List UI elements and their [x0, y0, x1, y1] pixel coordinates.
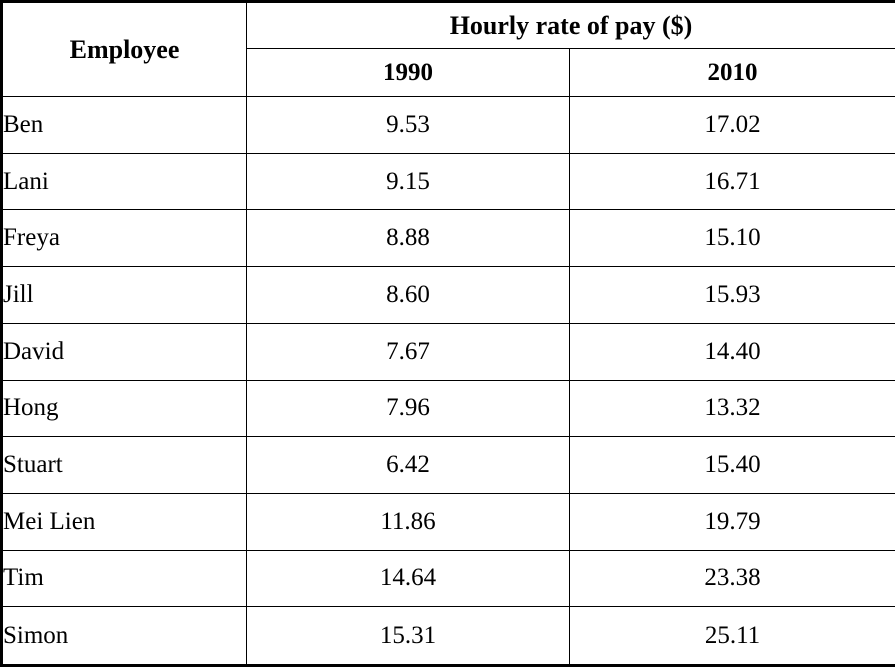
- rate-1990-cell: 6.42: [246, 436, 570, 494]
- employee-cell: Freya: [1, 209, 247, 268]
- table-row: Stuart 6.42 15.40: [1, 436, 895, 494]
- year-1990-column-header: 1990: [246, 48, 570, 97]
- rate-1990-cell: 8.88: [246, 209, 570, 268]
- table-header: Employee Hourly rate of pay ($) 1990 201…: [1, 1, 895, 97]
- rate-2010-cell: 16.71: [569, 152, 895, 211]
- table-row: David 7.67 14.40: [1, 322, 895, 381]
- rate-2010-cell: 17.02: [569, 96, 895, 154]
- table-row: Freya 8.88 15.10: [1, 209, 895, 268]
- rate-2010-cell: 15.93: [569, 266, 895, 324]
- table-body: Ben 9.53 17.02 Lani 9.15 16.71 Freya 8.88 15.10 J…: [1, 96, 895, 666]
- table-row: Hong 7.96 13.32: [1, 379, 895, 438]
- rate-1990-cell: 9.53: [246, 96, 570, 154]
- table-row: Mei Lien 11.86 19.79: [1, 492, 895, 551]
- rate-1990-cell: 14.64: [246, 549, 570, 608]
- rate-1990-cell: 8.60: [246, 266, 570, 324]
- table-row: Ben 9.53 17.02: [1, 96, 895, 154]
- rate-1990-cell: 11.86: [246, 492, 570, 551]
- rate-1990-cell: 7.96: [246, 379, 570, 438]
- table-row: Tim 14.64 23.38: [1, 549, 895, 608]
- employee-cell: Mei Lien: [1, 492, 247, 551]
- employee-cell: Jill: [1, 266, 247, 324]
- table-row: Lani 9.15 16.71: [1, 152, 895, 211]
- employee-column-header: Employee: [1, 1, 247, 97]
- rate-2010-cell: 23.38: [569, 549, 895, 608]
- employee-cell: Ben: [1, 96, 247, 154]
- employee-cell: Stuart: [1, 436, 247, 494]
- year-2010-column-header: 2010: [569, 48, 895, 97]
- rate-1990-cell: 9.15: [246, 152, 570, 211]
- employee-cell: Tim: [1, 549, 247, 608]
- rate-1990-cell: 15.31: [246, 606, 570, 666]
- header-row-years: 1990 2010: [2, 48, 895, 97]
- rate-2010-cell: 15.10: [569, 209, 895, 268]
- rate-1990-cell: 7.67: [246, 322, 570, 381]
- employee-cell: Lani: [1, 152, 247, 211]
- hourly-rate-group-header: Hourly rate of pay ($): [246, 1, 895, 49]
- rate-2010-cell: 25.11: [569, 606, 895, 666]
- table-row: Jill 8.60 15.93: [1, 266, 895, 324]
- rate-2010-cell: 13.32: [569, 379, 895, 438]
- employee-cell: David: [1, 322, 247, 381]
- employee-cell: Simon: [1, 606, 247, 666]
- rate-2010-cell: 14.40: [569, 322, 895, 381]
- rate-2010-cell: 19.79: [569, 492, 895, 551]
- employee-cell: Hong: [1, 379, 247, 438]
- header-row-group: Employee Hourly rate of pay ($): [1, 1, 895, 97]
- rate-2010-cell: 15.40: [569, 436, 895, 494]
- table-row: Simon 15.31 25.11: [1, 606, 895, 666]
